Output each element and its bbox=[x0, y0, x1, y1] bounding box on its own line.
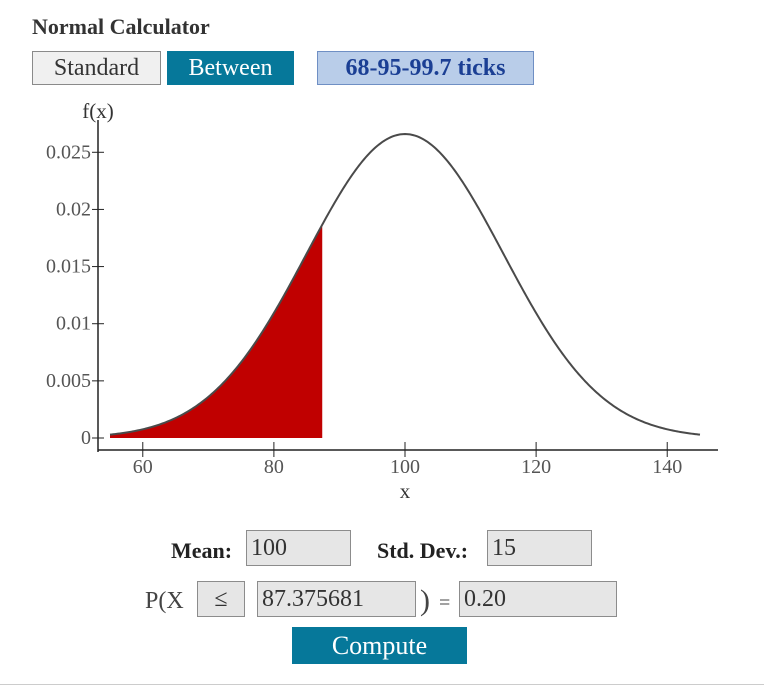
y-axis-label: f(x) bbox=[82, 99, 113, 123]
y-tick-label: 0.025 bbox=[46, 141, 91, 163]
x-tick-label: 80 bbox=[264, 456, 284, 478]
x-axis-ticks: 60 80 100 120 140 bbox=[133, 442, 682, 478]
mean-input[interactable]: 100 bbox=[246, 530, 351, 566]
equals-sign: = bbox=[439, 592, 451, 614]
y-tick-label: 0.005 bbox=[46, 370, 91, 392]
between-mode-button[interactable]: Between bbox=[167, 51, 294, 85]
operator-select[interactable]: ≤ bbox=[197, 581, 245, 617]
x-axis-label: x bbox=[400, 479, 411, 503]
std-dev-input[interactable]: 15 bbox=[487, 530, 592, 566]
normal-distribution-chart: 60 80 100 120 140 0 0.005 0.01 0.015 0.02 0.025 f… bbox=[46, 99, 718, 503]
shaded-probability-area bbox=[110, 224, 323, 438]
x-tick-label: 120 bbox=[521, 456, 551, 478]
mean-label: Mean: bbox=[171, 538, 233, 563]
chart-axes bbox=[97, 120, 718, 452]
calculator-title: Normal Calculator bbox=[32, 14, 210, 39]
probability-label: P(X bbox=[145, 588, 184, 614]
x-tick-label: 140 bbox=[652, 456, 682, 478]
close-paren: ) bbox=[420, 584, 430, 617]
y-tick-label: 0.02 bbox=[56, 198, 91, 220]
bottom-divider bbox=[0, 684, 764, 685]
y-tick-label: 0.01 bbox=[56, 313, 91, 335]
x-tick-label: 100 bbox=[390, 456, 420, 478]
probability-output[interactable]: 0.20 bbox=[459, 581, 617, 617]
y-axis-ticks: 0 0.005 0.01 0.015 0.02 0.025 bbox=[46, 141, 104, 449]
density-curve bbox=[109, 133, 701, 436]
standard-mode-button[interactable]: Standard bbox=[32, 51, 161, 85]
ticks-toggle-button[interactable]: 68-95-99.7 ticks bbox=[317, 51, 534, 85]
y-tick-label: 0 bbox=[81, 427, 91, 449]
x-tick-label: 60 bbox=[133, 456, 153, 478]
compute-button[interactable]: Compute bbox=[292, 627, 467, 664]
std-dev-label: Std. Dev.: bbox=[377, 538, 469, 563]
x-value-input[interactable]: 87.375681 bbox=[257, 581, 416, 617]
y-tick-label: 0.015 bbox=[46, 256, 91, 278]
